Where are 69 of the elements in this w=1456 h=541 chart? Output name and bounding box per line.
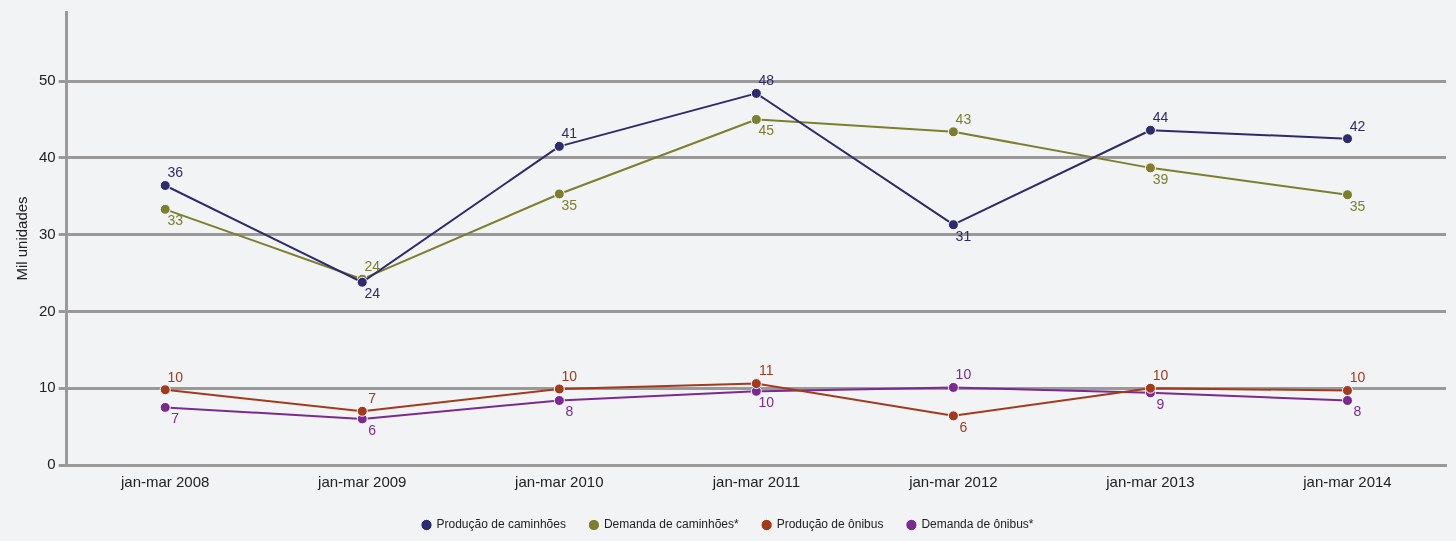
legend-label: Produção de ônibus <box>776 517 884 532</box>
point <box>159 203 171 215</box>
y-tick-label: 50 <box>39 71 56 89</box>
point <box>356 405 368 417</box>
data-label: 6 <box>368 421 377 438</box>
data-label: 48 <box>758 72 775 89</box>
data-label: 10 <box>955 366 972 383</box>
data-label: 24 <box>364 285 381 302</box>
point <box>1144 124 1156 136</box>
y-axis-title: Mil unidades <box>13 196 31 281</box>
data-label: 35 <box>1349 197 1366 214</box>
point <box>159 384 171 396</box>
point <box>750 113 762 125</box>
data-label: 10 <box>1349 369 1366 386</box>
x-tick-label: jan-mar 2012 <box>908 473 998 491</box>
x-tick-label: jan-mar 2013 <box>1105 473 1195 491</box>
data-label: 41 <box>561 125 578 142</box>
data-label: 36 <box>167 164 184 181</box>
point <box>159 180 171 192</box>
x-tick-label: jan-mar 2010 <box>514 473 604 491</box>
data-label: 44 <box>1152 109 1169 126</box>
legend-label: Demanda de ônibus* <box>921 517 1034 532</box>
point <box>1341 395 1353 407</box>
data-label: 11 <box>759 362 774 379</box>
x-tick-label: jan-mar 2014 <box>1302 473 1392 491</box>
y-tick-label: 0 <box>47 455 56 473</box>
data-label: 7 <box>171 410 180 427</box>
y-tick-label: 40 <box>39 148 56 166</box>
point <box>1341 133 1353 145</box>
data-label: 8 <box>565 403 574 420</box>
data-label: 6 <box>959 418 968 435</box>
data-label: 9 <box>1156 395 1165 412</box>
point <box>750 87 762 99</box>
x-tick-label: jan-mar 2008 <box>120 473 210 491</box>
data-label: 35 <box>561 196 578 213</box>
legend-label: Demanda de caminhões* <box>603 517 739 532</box>
point <box>553 140 565 152</box>
point <box>159 401 171 413</box>
data-label: 24 <box>364 258 381 275</box>
data-label: 33 <box>167 212 184 229</box>
point <box>947 126 959 138</box>
data-label: 45 <box>758 122 775 139</box>
point <box>1341 385 1353 397</box>
y-tick-label: 20 <box>39 301 56 319</box>
point <box>553 395 565 407</box>
legend-label: Produção de caminhões <box>436 517 566 532</box>
point <box>553 383 565 395</box>
data-label: 43 <box>955 110 972 127</box>
point <box>947 410 959 422</box>
data-label: 10 <box>1152 367 1169 384</box>
data-label: 10 <box>758 394 775 411</box>
point <box>1144 162 1156 174</box>
point <box>1144 382 1156 394</box>
point <box>553 188 565 200</box>
data-label: 39 <box>1152 170 1169 187</box>
data-label: 31 <box>955 227 972 244</box>
point <box>1341 189 1353 201</box>
data-label: 10 <box>167 368 184 385</box>
point <box>947 219 959 231</box>
y-tick-label: 10 <box>39 378 56 396</box>
point <box>947 381 959 393</box>
x-tick-label: jan-mar 2011 <box>711 473 800 491</box>
data-label: 8 <box>1353 403 1362 420</box>
y-tick-label: 30 <box>39 224 56 242</box>
x-tick-label: jan-mar 2009 <box>317 473 407 491</box>
data-label: 10 <box>561 367 578 384</box>
data-label: 42 <box>1349 117 1366 134</box>
point <box>750 378 762 390</box>
data-label: 7 <box>368 390 377 407</box>
